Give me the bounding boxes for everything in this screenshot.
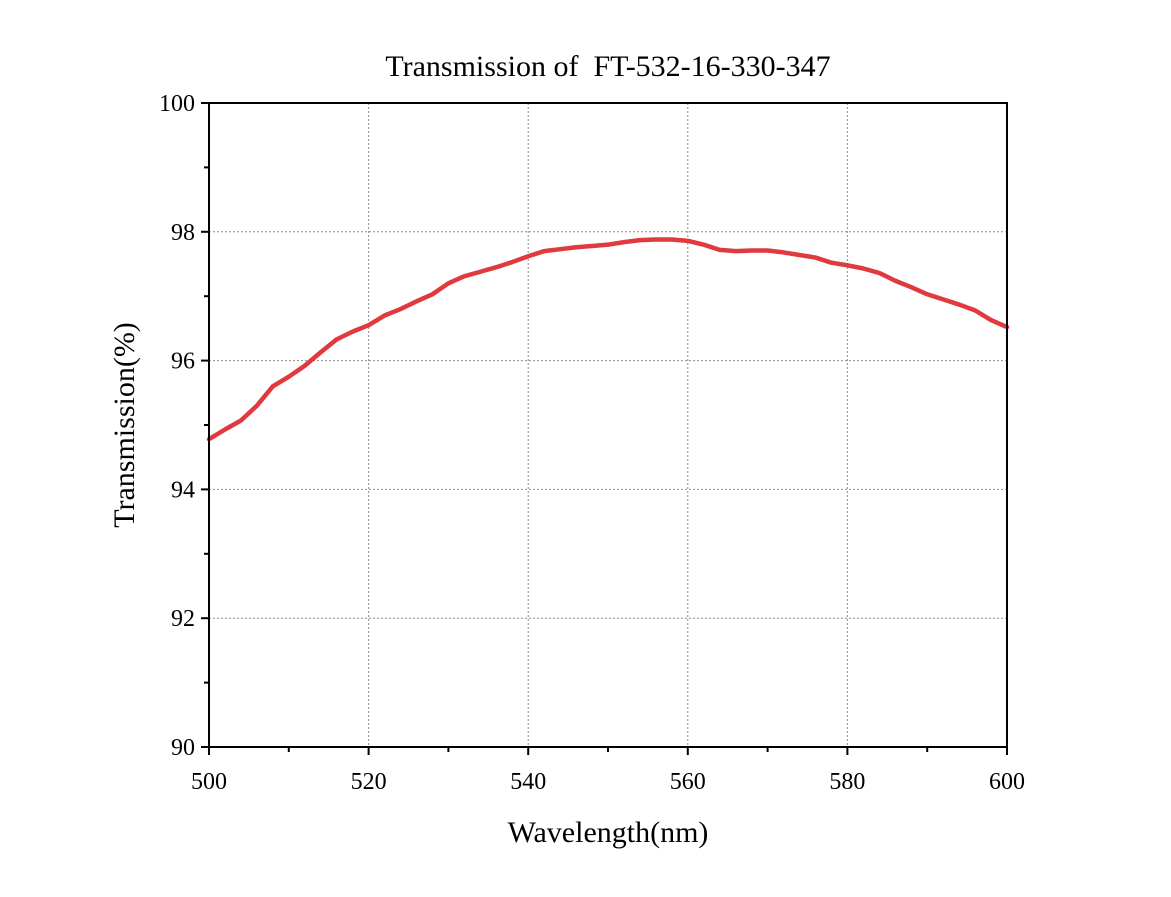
series-line-0 <box>206 237 1010 442</box>
x-tick-label-520: 520 <box>351 769 387 795</box>
plot-frame <box>208 102 1008 748</box>
x-tick-label-540: 540 <box>510 769 546 795</box>
y-tick-label-100: 100 <box>159 91 195 117</box>
ticks <box>201 102 1008 755</box>
x-tick-label-600: 600 <box>989 769 1025 795</box>
x-tick-label-500: 500 <box>191 769 227 795</box>
y-tick-label-90: 90 <box>171 735 195 761</box>
y-tick-label-98: 98 <box>171 220 195 246</box>
x-tick-label-580: 580 <box>829 769 865 795</box>
y-tick-label-96: 96 <box>171 349 195 375</box>
y-tick-label-92: 92 <box>171 606 195 632</box>
grid <box>209 103 1007 747</box>
x-axis-label: Wavelength(nm) <box>508 816 709 849</box>
tick-labels: 500 520 540 560 580 600 90 92 94 96 98 100 <box>159 91 1025 795</box>
chart-title: Transmission of FT-532-16-330-347 <box>385 50 830 83</box>
y-axis-label: Transmission(%) <box>108 322 141 528</box>
series-layer <box>206 237 1010 442</box>
x-tick-label-560: 560 <box>670 769 706 795</box>
y-tick-label-94: 94 <box>171 477 195 503</box>
